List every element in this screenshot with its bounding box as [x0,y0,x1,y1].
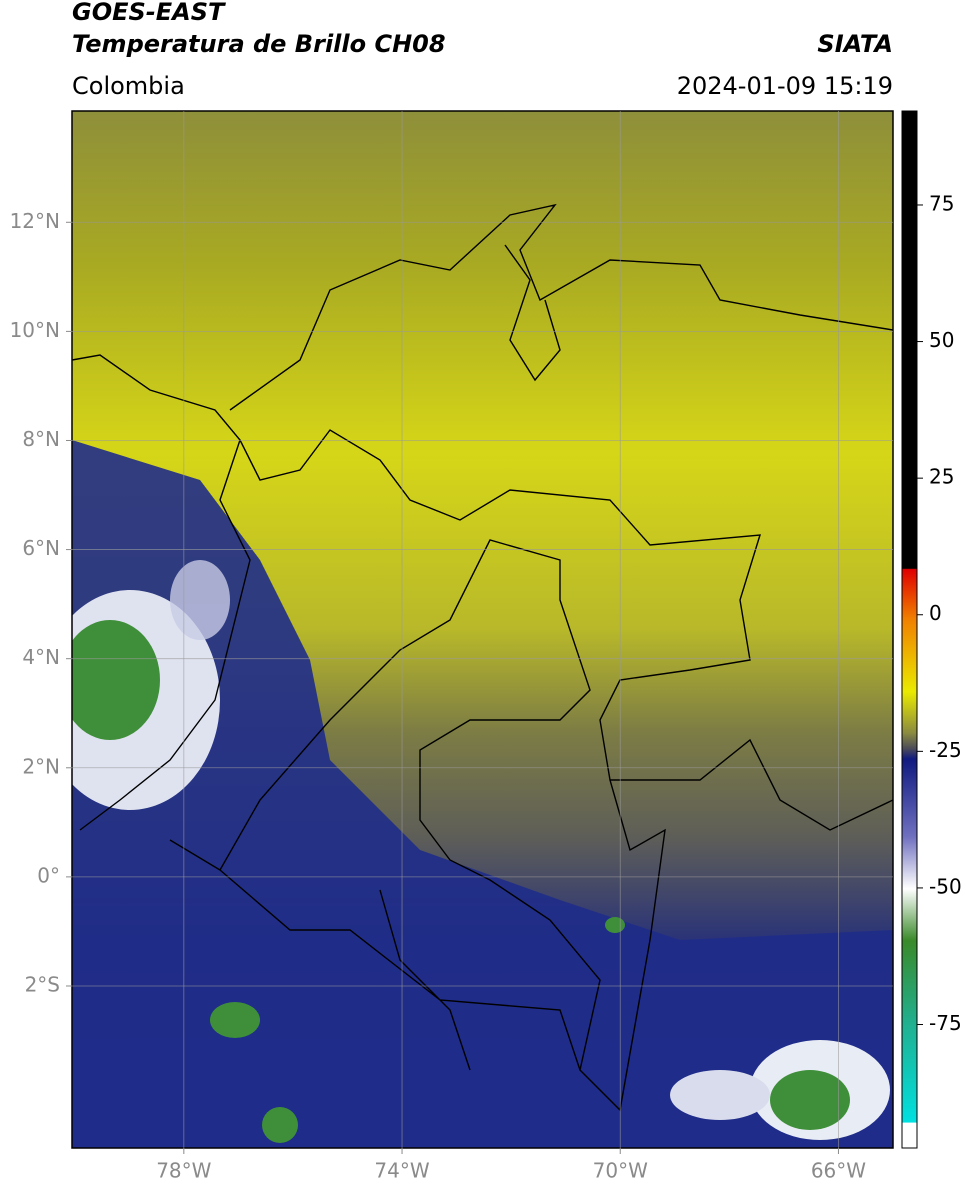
y-tick-label: 10°N [10,318,60,342]
colorbar-tick-label: 50 [929,328,954,352]
colorbar-tick-label: 75 [929,191,954,215]
y-tick-label: 6°N [22,536,60,560]
region: Colombia [72,72,185,100]
y-tick-label: 2°S [25,972,60,996]
x-tick-label: 66°W [811,1159,866,1183]
cloud-core [770,1070,850,1130]
cloud-core [262,1107,298,1143]
colorbar [901,110,918,1149]
y-tick-label: 0° [37,863,60,887]
colorbar-tick-label: 0 [929,601,942,625]
coastlines-borders [72,203,893,1112]
x-tick-label: 74°W [374,1159,429,1183]
colorbar-tick-label: -25 [929,738,962,762]
y-tick-label: 12°N [10,209,60,233]
cloud-core [72,620,160,740]
y-tick-label: 2°N [22,754,60,778]
colorbar-tick-label: -50 [929,874,962,898]
map-frame [71,110,894,1149]
source: SIATA [817,30,893,58]
colorbar-tick-label: 25 [929,465,954,489]
x-tick-label: 70°W [593,1159,648,1183]
cold-cloud-region [72,440,893,1148]
subtitle: Temperatura de Brillo CH08 [72,30,446,58]
cloud-core [210,1002,260,1038]
y-tick-label: 8°N [22,427,60,451]
cloud [670,1070,770,1120]
colorbar-tick-label: -75 [929,1011,962,1035]
cloud-core [605,917,625,933]
datetime: 2024-01-09 15:19 [677,72,893,100]
cloud [170,560,230,640]
satellite-image [72,111,893,1148]
title: GOES-EAST [72,0,226,26]
x-tick-label: 78°W [156,1159,211,1183]
y-tick-label: 4°N [22,645,60,669]
